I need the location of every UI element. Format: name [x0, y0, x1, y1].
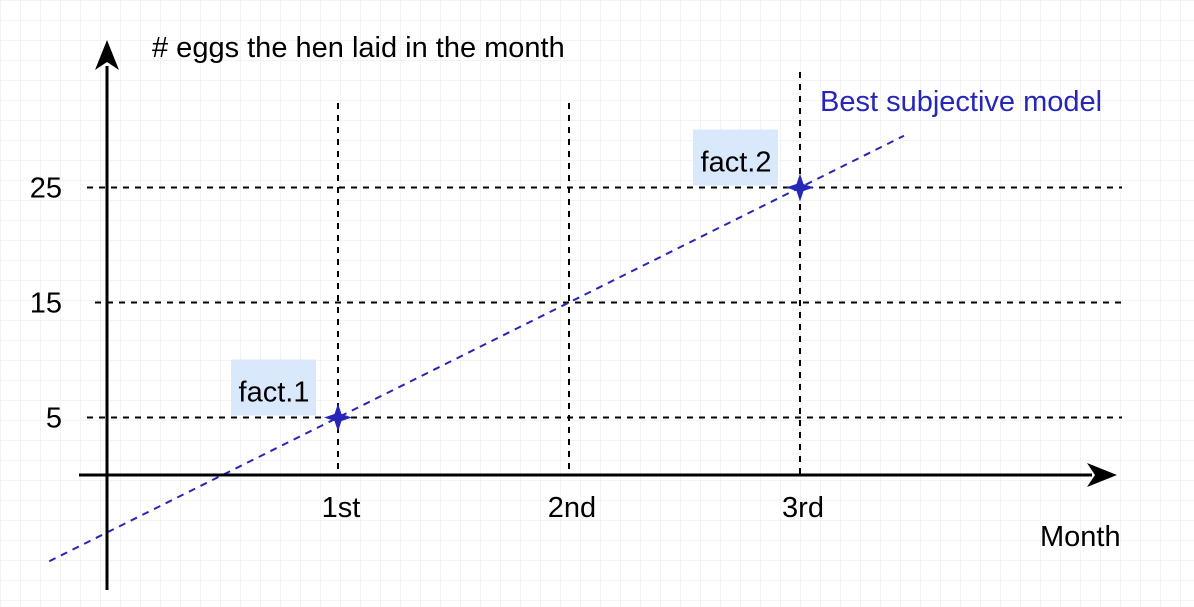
x-tick-label: 3rd — [782, 492, 824, 524]
y-tick-label: 5 — [46, 403, 62, 435]
x-tick-label: 1st — [322, 492, 361, 524]
data-point-1-label: fact.1 — [239, 377, 310, 409]
model-layer — [48, 134, 905, 563]
data-point-1-star-icon — [324, 403, 352, 432]
x-axis-title: Month — [1040, 521, 1121, 553]
model-line — [48, 134, 905, 563]
x-tick-label: 2nd — [548, 492, 596, 524]
data-point-2-label: fact.2 — [701, 147, 772, 179]
y-tick-label: 25 — [30, 173, 62, 205]
grid-layer — [87, 72, 1122, 475]
y-tick-label: 15 — [30, 288, 62, 320]
data-point-2-star-icon — [786, 173, 814, 202]
data-point-2-label-highlight — [693, 129, 778, 186]
x-axis-arrow-icon — [1087, 463, 1117, 487]
y-axis-title: # eggs the hen laid in the month — [152, 32, 565, 64]
label-layer: # eggs the hen laid in the month Month B… — [30, 32, 1121, 553]
y-axis-arrow-icon — [95, 40, 119, 70]
axis-layer — [79, 40, 1117, 590]
model-line-label: Best subjective model — [820, 86, 1102, 118]
data-point-1-label-highlight — [231, 359, 316, 416]
points-layer: fact.1 fact.2 — [231, 129, 814, 432]
